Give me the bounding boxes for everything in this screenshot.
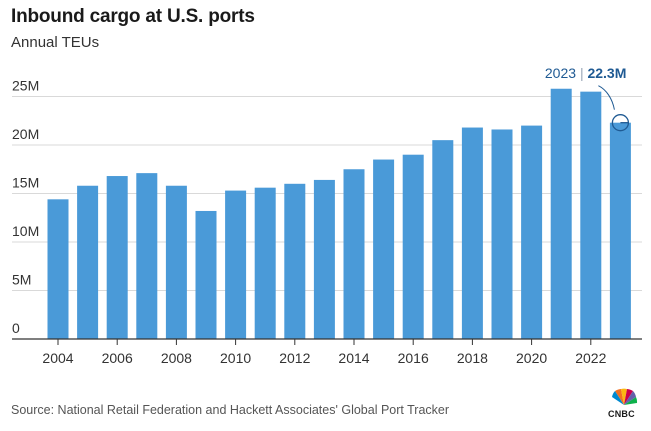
bar-2007 bbox=[136, 173, 158, 339]
bar-2016 bbox=[402, 154, 424, 339]
x-axis-tick-labels: 2004 2006 2008 2010 2012 2014 2016 2018 2020 2022 bbox=[42, 339, 607, 366]
highlight-separator: | bbox=[580, 65, 588, 81]
bar-2012 bbox=[284, 183, 306, 339]
bar-2008 bbox=[165, 185, 187, 339]
bar-2015 bbox=[373, 159, 395, 339]
bar-2013 bbox=[313, 179, 335, 339]
x-tick-label: 2020 bbox=[516, 350, 547, 366]
bar-2020 bbox=[521, 125, 543, 339]
highlight-value: 22.3M bbox=[587, 65, 626, 81]
bar-2021 bbox=[550, 88, 572, 340]
x-tick-label: 2012 bbox=[279, 350, 310, 366]
x-tick-label: 2010 bbox=[220, 350, 251, 366]
y-tick-label: 0 bbox=[12, 320, 20, 336]
bar-2005 bbox=[77, 185, 99, 339]
bar-2018 bbox=[461, 127, 483, 339]
x-tick-label: 2018 bbox=[457, 350, 488, 366]
x-tick-label: 2006 bbox=[102, 350, 133, 366]
y-tick-label: 5M bbox=[12, 272, 31, 288]
x-tick-label: 2008 bbox=[161, 350, 192, 366]
bar-2004 bbox=[47, 199, 69, 339]
y-tick-label: 15M bbox=[12, 175, 39, 191]
highlight-year: 2023 bbox=[545, 65, 580, 81]
x-tick-label: 2014 bbox=[338, 350, 369, 366]
cnbc-logo-text: CNBC bbox=[608, 409, 635, 419]
source-note: Source: National Retail Federation and H… bbox=[11, 403, 450, 417]
highlight-leader-line bbox=[598, 85, 615, 110]
highlight-annotation: 2023 | 22.3M bbox=[545, 65, 630, 132]
bar-2023 bbox=[609, 122, 631, 339]
cnbc-peacock-logo bbox=[612, 388, 638, 405]
bar-2011 bbox=[254, 187, 276, 339]
bar-2010 bbox=[225, 190, 247, 339]
x-tick-label: 2022 bbox=[575, 350, 606, 366]
chart-subtitle: Annual TEUs bbox=[11, 34, 100, 51]
chart-title: Inbound cargo at U.S. ports bbox=[11, 6, 255, 27]
x-tick-label: 2016 bbox=[398, 350, 429, 366]
bar-2022 bbox=[580, 91, 602, 340]
bars bbox=[47, 88, 631, 340]
bar-2006 bbox=[106, 176, 128, 339]
y-tick-label: 20M bbox=[12, 126, 39, 142]
y-axis-tick-labels: 0 5M 10M 15M 20M 25M bbox=[12, 78, 39, 337]
bar-2009 bbox=[195, 210, 217, 339]
y-tick-label: 25M bbox=[12, 78, 39, 94]
y-tick-label: 10M bbox=[12, 223, 39, 239]
bar-2019 bbox=[491, 129, 513, 339]
bar-2017 bbox=[432, 140, 454, 339]
highlight-label: 2023 | 22.3M bbox=[545, 65, 627, 81]
bar-2014 bbox=[343, 169, 365, 339]
x-tick-label: 2004 bbox=[42, 350, 73, 366]
